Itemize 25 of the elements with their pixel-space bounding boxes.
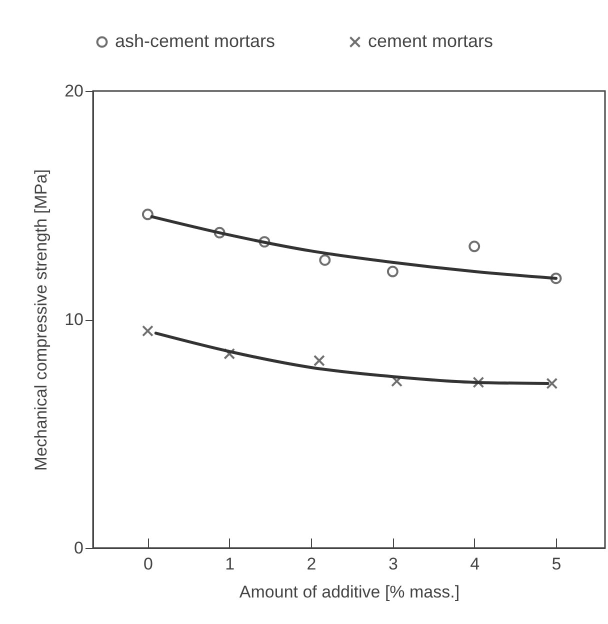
y-tick-label: 10 — [64, 310, 84, 329]
y-tick-label: 0 — [74, 538, 84, 558]
point — [391, 375, 403, 387]
point — [472, 376, 484, 388]
point — [546, 378, 558, 390]
legend-label: ash-cement mortars — [115, 31, 276, 51]
point — [258, 236, 270, 248]
x-tick-label: 5 — [552, 554, 562, 574]
point — [468, 240, 480, 252]
point — [319, 254, 331, 266]
x-tick-label: 0 — [143, 554, 153, 574]
point — [142, 325, 154, 337]
point — [224, 348, 236, 360]
x-tick-label: 3 — [388, 554, 398, 574]
x-tick-label: 4 — [470, 554, 480, 574]
point — [550, 272, 562, 284]
x-tick-label: 2 — [306, 554, 316, 574]
point — [386, 266, 398, 278]
point — [214, 226, 226, 238]
y-axis-title: Mechanical compressive strength [MPa] — [32, 169, 51, 471]
legend-label: cement mortars — [368, 31, 494, 51]
x-tick-label: 1 — [225, 554, 235, 574]
point — [313, 354, 325, 366]
y-tick-label: 20 — [64, 82, 84, 100]
x-axis-title: Amount of additive [% mass.] — [239, 582, 460, 602]
